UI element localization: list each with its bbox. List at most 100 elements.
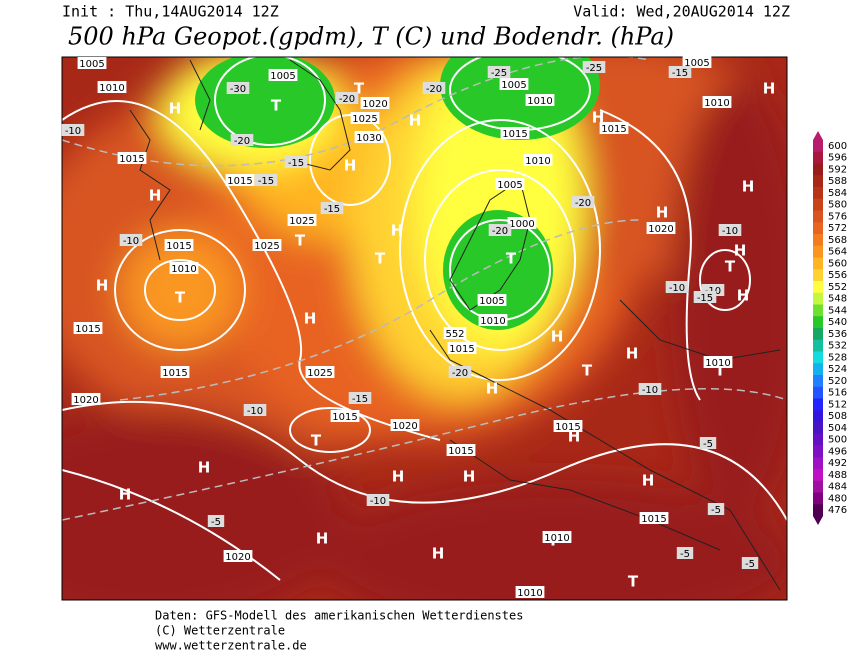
pressure-center: H [391,222,404,240]
temperature-label: -10 [65,126,81,137]
pressure-center: T [311,432,322,450]
label-box [360,97,390,109]
isobar-label: 1015 [119,154,144,165]
colorbar-swatch [813,281,823,294]
label-box [507,217,537,229]
temperature-label: -15 [258,176,274,187]
pressure-center: H [96,277,109,295]
colorbar-tick-label: 592 [828,164,847,175]
isobar-label: 1015 [162,368,187,379]
label-box [443,327,467,339]
label-box [741,557,759,569]
isobar-label: 1025 [254,241,279,252]
label-box [335,92,359,104]
colorbar-swatch [813,351,823,364]
colorbar-tick-label: 600 [828,141,847,152]
pressure-center: H [642,472,655,490]
label-box [254,174,278,186]
map [62,57,787,600]
isobar-label: 1000 [509,219,534,230]
isobar-label: 1015 [449,344,474,355]
colorbar-tick-label: 480 [828,493,847,504]
label-box [523,154,553,166]
temperature-label: -15 [672,68,688,79]
label-box [699,437,717,449]
colorbar-tick-label: 580 [828,200,847,211]
colorbar-tick-label: 528 [828,352,847,363]
isobar-label: 1005 [270,71,295,82]
label-box [243,404,267,416]
pressure-center: H [432,545,445,563]
isobar-label: 1020 [362,99,387,110]
label-box [542,531,572,543]
temperature-label: -25 [586,63,602,74]
label-box [718,224,742,236]
colorbar-tick-label: 520 [828,376,847,387]
isobar-label: 1005 [501,80,526,91]
isobar-label: 1020 [225,552,250,563]
pressure-center: H [119,486,132,504]
label-box [73,322,103,334]
label-box [119,234,143,246]
colorbar-tick-label: 496 [828,446,847,457]
isobar-label: 552 [445,329,464,340]
temperature-label: -20 [452,368,468,379]
label-box [305,366,335,378]
pressure-center: T [582,362,593,380]
map-frame [61,56,788,601]
colorbar-swatch [813,504,823,517]
isobar-label: 1020 [392,421,417,432]
colorbar-swatch [813,198,823,211]
isobar-label: 1010 [517,588,542,599]
isobar-label: 1015 [166,241,191,252]
temperature-label: -20 [492,226,508,237]
pressure-center: H [169,100,182,118]
colorbar-swatch [813,375,823,388]
label-box [354,131,384,143]
label-box [478,314,508,326]
label-box [488,224,512,236]
isobar-label: 1005 [684,58,709,69]
label-box [169,262,199,274]
colorbar-tick-label: 504 [828,423,847,434]
label-box [639,512,669,524]
pressure-center: H [409,112,422,130]
colorbar-swatch [813,386,823,399]
temperature-label: -20 [575,198,591,209]
colorbar-tick-label: 544 [828,305,847,316]
colorbar-swatch [813,163,823,176]
isobar-label: 1015 [332,412,357,423]
pressure-center: H [198,459,211,477]
temperature-label: -10 [722,226,738,237]
label-box [477,294,507,306]
colorbar-swatch [813,410,823,423]
colorbar-tick-label: 576 [828,211,847,222]
label-box [252,239,282,251]
isobar-label: 1020 [648,224,673,235]
colorbar-swatch [813,469,823,482]
colorbar-tick-label: 512 [828,399,847,410]
colorbar-swatch [813,422,823,435]
label-box [707,503,725,515]
label-box [668,66,692,78]
colorbar-swatch [813,316,823,329]
label-box [571,196,595,208]
colorbar-tick-label: 508 [828,411,847,422]
colorbar-swatch [813,457,823,470]
isobar-label: 1010 [704,98,729,109]
isobar-label: 1025 [352,114,377,125]
footer-url: www.wetterzentrale.de [155,639,307,653]
colorbar-tick-label: 536 [828,329,847,340]
label-box [330,410,360,422]
isobar-label: 1010 [525,156,550,167]
pressure-center: H [304,310,317,328]
isobar-label: 1015 [227,176,252,187]
pressure-center: T [271,97,282,115]
colorbar-swatch [813,292,823,305]
colorbar-tick-label: 524 [828,364,847,375]
temperature-label: -10 [642,385,658,396]
label-box [553,420,583,432]
isobar-label: 1005 [497,180,522,191]
pressure-center: H [734,242,747,260]
footer-copyright: (C) Wetterzentrale [155,624,285,638]
